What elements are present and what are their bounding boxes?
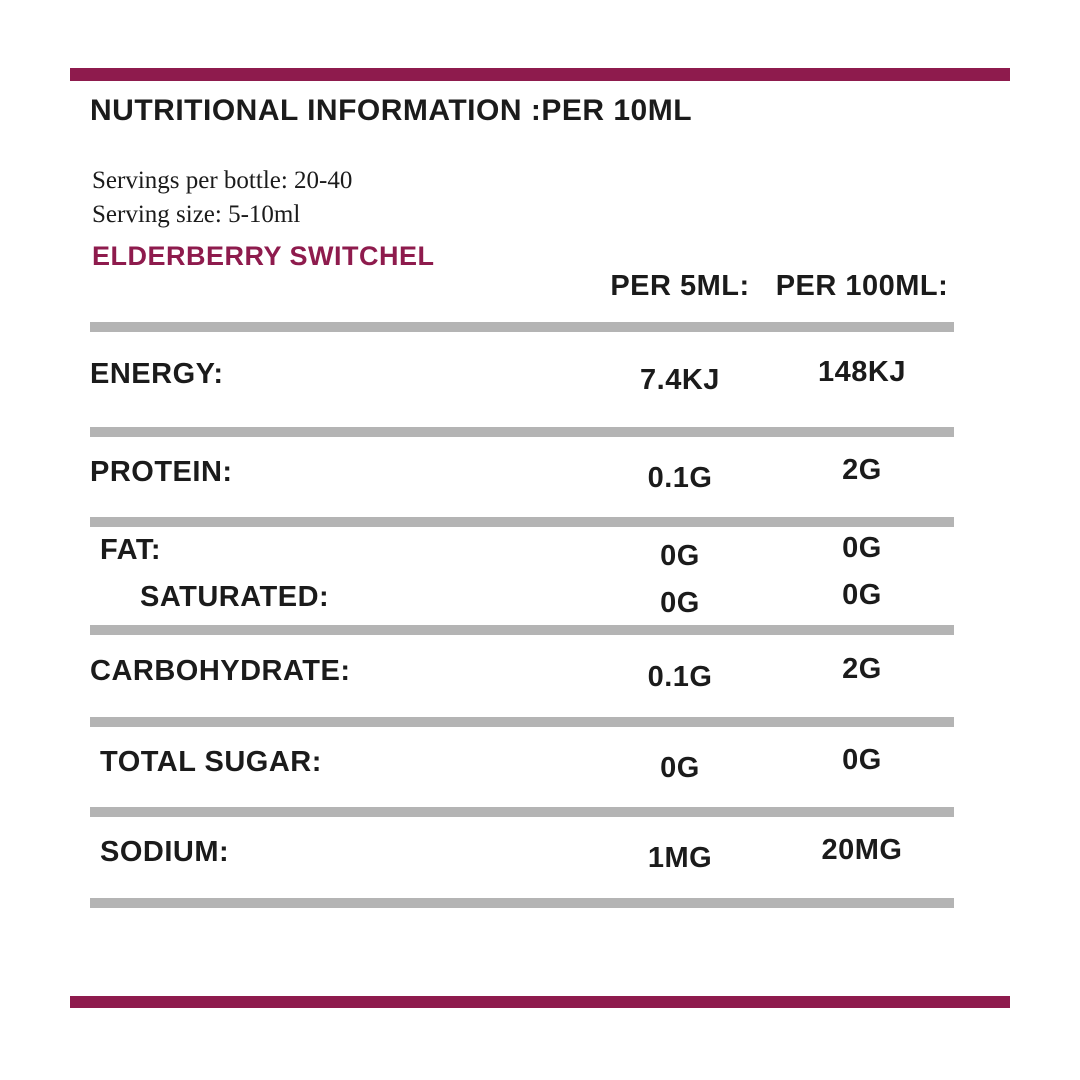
value-per-100ml: 0G [842, 579, 882, 611]
row-label: SODIUM: [100, 836, 230, 868]
value-per-5ml: 7.4KJ [640, 364, 720, 396]
table-header-row: PER 5ML: PER 100ML: [90, 266, 954, 322]
value-per-100ml: 2G [842, 453, 882, 486]
row-label: ENERGY: [90, 358, 224, 390]
value-per-100ml: 0G [842, 743, 882, 776]
serving-size: Serving size: 5-10ml [92, 201, 301, 228]
row-label: TOTAL SUGAR: [100, 745, 322, 778]
table-row: CARBOHYDRATE: 0.1G 2G [90, 652, 954, 693]
top-accent-rule [70, 68, 1010, 81]
servings-per-bottle: Servings per bottle: 20-40 [92, 167, 353, 194]
row-divider [90, 517, 954, 527]
row-label: CARBOHYDRATE: [90, 654, 351, 687]
table-group-protein: PROTEIN: 0.1G 2G [90, 437, 954, 517]
value-per-100ml: 2G [842, 652, 882, 685]
table-group-sodium: SODIUM: 1MG 20MG [90, 817, 954, 898]
column-header-per-5ml: PER 5ML: [610, 270, 750, 302]
table-row: TOTAL SUGAR: 0G 0G [90, 743, 954, 784]
row-divider [90, 807, 954, 817]
serving-info: Servings per bottle: 20-40 Serving size:… [92, 164, 352, 232]
value-per-5ml: 0G [660, 587, 700, 619]
table-group-total-sugar: TOTAL SUGAR: 0G 0G [90, 727, 954, 807]
row-divider [90, 717, 954, 727]
column-header-per-100ml: PER 100ML: [775, 270, 949, 302]
value-per-5ml: 1MG [647, 842, 713, 874]
value-per-100ml: 20MG [821, 834, 903, 866]
value-per-100ml: 0G [842, 532, 882, 564]
row-label: PROTEIN: [90, 455, 233, 488]
table-row: ENERGY: 7.4KJ 148KJ [90, 356, 954, 396]
value-per-5ml: 0G [660, 751, 700, 784]
row-divider [90, 898, 954, 908]
value-per-5ml: 0.1G [647, 461, 713, 494]
row-label: FAT: [100, 534, 162, 566]
table-group-carbohydrate: CARBOHYDRATE: 0.1G 2G [90, 635, 954, 717]
bottom-accent-rule [70, 996, 1010, 1008]
table-group-energy: ENERGY: 7.4KJ 148KJ [90, 332, 954, 427]
product-name: ELDERBERRY SWITCHEL [92, 241, 435, 271]
value-per-5ml: 0G [660, 540, 700, 572]
page-title: NUTRITIONAL INFORMATION :PER 10ML [90, 94, 693, 127]
table-row: FAT: 0G 0G [90, 527, 954, 574]
row-divider [90, 625, 954, 635]
table-row: SATURATED: 0G 0G [90, 574, 954, 621]
table-row: SODIUM: 1MG 20MG [90, 834, 954, 874]
table-group-fat: FAT: 0G 0G SATURATED: 0G 0G [90, 527, 954, 625]
nutrition-table: PER 5ML: PER 100ML: ENERGY: 7.4KJ 148KJ … [90, 266, 954, 908]
row-divider [90, 427, 954, 437]
table-row: PROTEIN: 0.1G 2G [90, 453, 954, 494]
row-label: SATURATED: [140, 581, 330, 613]
row-divider [90, 322, 954, 332]
value-per-5ml: 0.1G [647, 660, 713, 693]
value-per-100ml: 148KJ [818, 356, 906, 388]
